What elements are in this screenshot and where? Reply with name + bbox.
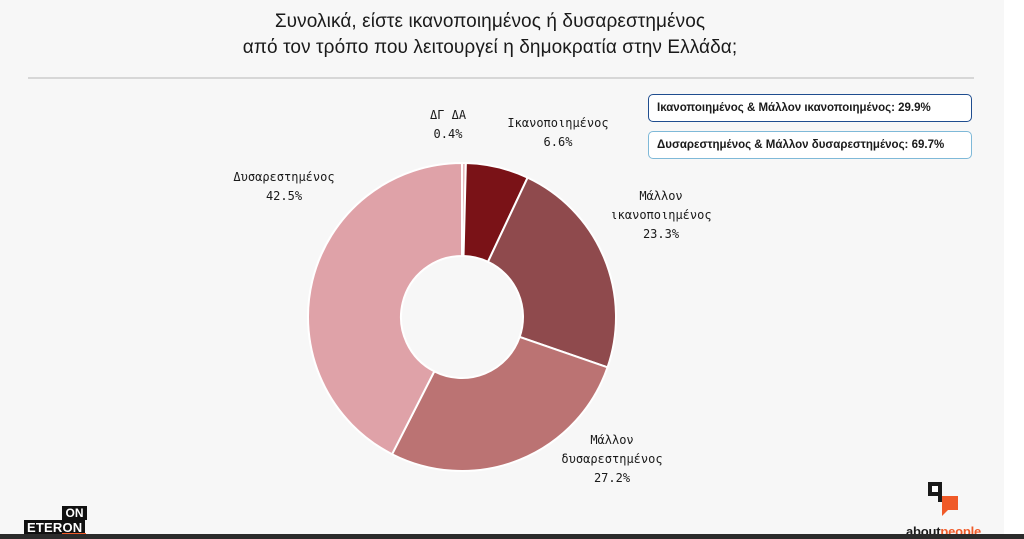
bottom-bar bbox=[0, 534, 1024, 539]
slice-rather-satisfied bbox=[486, 176, 617, 369]
category-label-satisfied-0: Ικανοποιημένος bbox=[507, 116, 608, 130]
donut-labels: ΔΓ ΔΑ 0.4% Ικανοποιημένος 6.6% Μάλλον ικανοπο… bbox=[233, 108, 711, 485]
category-label-rather-dissatisfied-0: Μάλλον bbox=[590, 433, 633, 447]
right-gutter bbox=[1004, 0, 1024, 539]
satisfied-total-text: Ικανοποιημένος & Μάλλον ικανοποιημένος: … bbox=[657, 102, 931, 114]
value-label-rather-dissatisfied: 27.2% bbox=[594, 471, 631, 485]
eteron-logo: ETERON bbox=[24, 520, 86, 536]
satisfied-total-box: Ικανοποιημένος & Μάλλον ικανοποιημένος: … bbox=[648, 94, 972, 122]
category-label-dg-da-0: ΔΓ ΔΑ bbox=[430, 108, 467, 122]
slice-dissatisfied bbox=[307, 161, 463, 456]
value-label-rather-satisfied: 23.3% bbox=[643, 227, 680, 241]
dissatisfied-total-box: Δυσαρεστημένος & Μάλλον δυσαρεστημένος: … bbox=[648, 131, 972, 159]
category-label-rather-satisfied-0: Μάλλον bbox=[639, 189, 682, 203]
value-label-dg-da: 0.4% bbox=[434, 127, 464, 141]
chart-title-line-2: από τον τρόπο που λειτουργεί η δημοκρατί… bbox=[242, 37, 738, 58]
category-label-dissatisfied-0: Δυσαρεστημένος bbox=[233, 170, 334, 184]
slice-rather-dissatisfied bbox=[390, 335, 609, 472]
category-label-rather-satisfied-1: ικανοποιημένος bbox=[610, 208, 711, 222]
value-label-dissatisfied: 42.5% bbox=[266, 189, 303, 203]
dissatisfied-total-text: Δυσαρεστημένος & Μάλλον δυσαρεστημένος: … bbox=[657, 139, 945, 151]
title-divider bbox=[28, 77, 974, 79]
value-label-satisfied: 6.6% bbox=[544, 135, 574, 149]
chart-title-line-1: Συνολικά, είστε ικανοποιημένος ή δυσαρεσ… bbox=[274, 11, 706, 32]
aboutpeople-logo-icon bbox=[928, 482, 958, 516]
donut-slices bbox=[307, 161, 617, 472]
category-label-rather-dissatisfied-1: δυσαρεστημένος bbox=[561, 452, 662, 466]
on-badge: ON bbox=[62, 506, 87, 520]
